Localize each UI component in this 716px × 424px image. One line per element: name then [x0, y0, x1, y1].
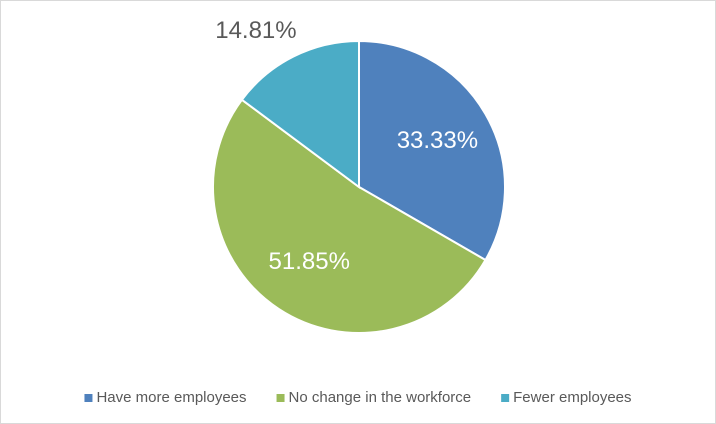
pie-slice — [212, 98, 487, 334]
data-label: 33.33% — [397, 127, 478, 154]
pie-slice — [358, 39, 506, 262]
legend-marker — [276, 394, 285, 402]
pie-slice — [240, 39, 360, 189]
legend-marker — [501, 394, 510, 402]
legend-label: Fewer employees — [513, 389, 631, 406]
data-label: 14.81% — [215, 17, 296, 44]
legend-label: Have more employees — [96, 389, 246, 406]
data-label: 51.85% — [269, 248, 350, 275]
legend-marker — [84, 394, 93, 402]
legend-label: No change in the workforce — [289, 389, 472, 406]
